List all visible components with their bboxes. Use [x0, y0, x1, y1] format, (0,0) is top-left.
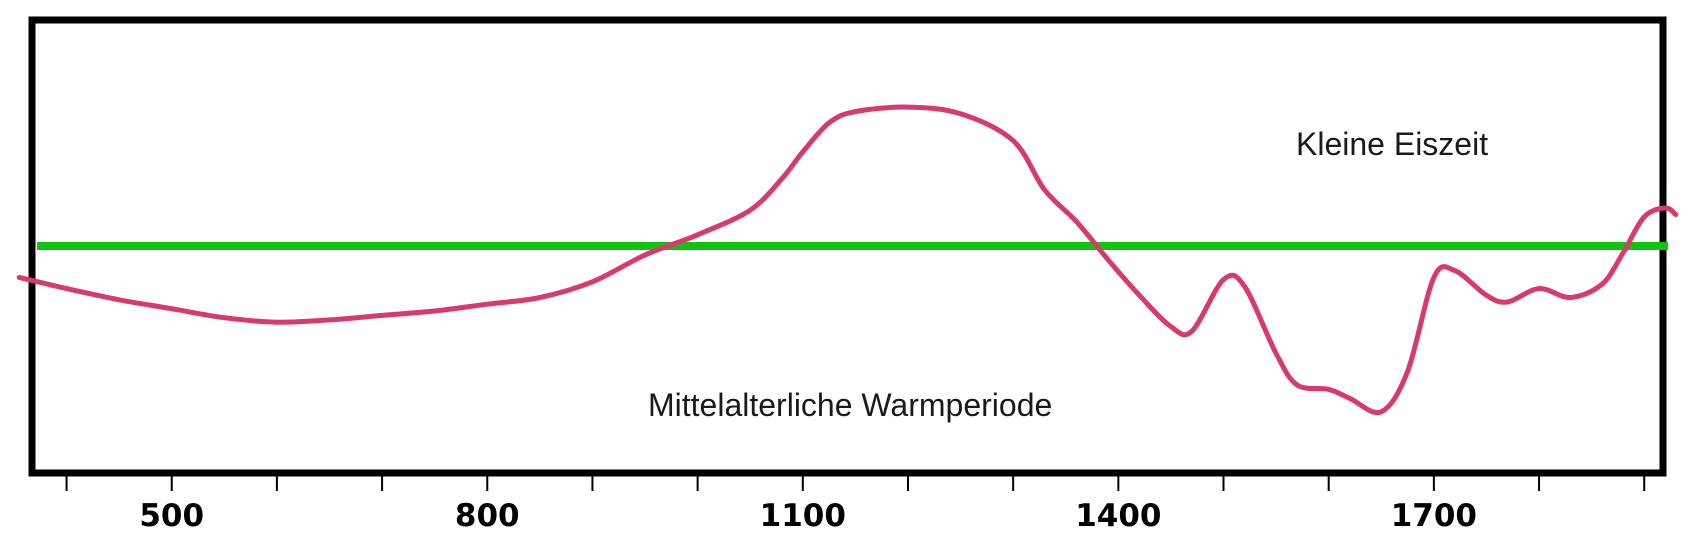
- x-tick-label: 800: [455, 498, 520, 534]
- x-tick-label: 1100: [760, 498, 846, 534]
- annotation-little-ice-age: Kleine Eiszeit: [1296, 126, 1488, 162]
- x-tick-label: 1400: [1075, 498, 1161, 534]
- temperature-curve: [16, 104, 1679, 416]
- x-axis-tick-labels: 500 800 1100 1400 1700: [139, 498, 1477, 534]
- x-tick-label: 500: [139, 498, 204, 534]
- x-tick-label: 1700: [1391, 498, 1477, 534]
- annotation-medieval-warm-period: Mittelalterliche Warmperiode: [648, 387, 1052, 423]
- x-axis-ticks: [65, 474, 1646, 491]
